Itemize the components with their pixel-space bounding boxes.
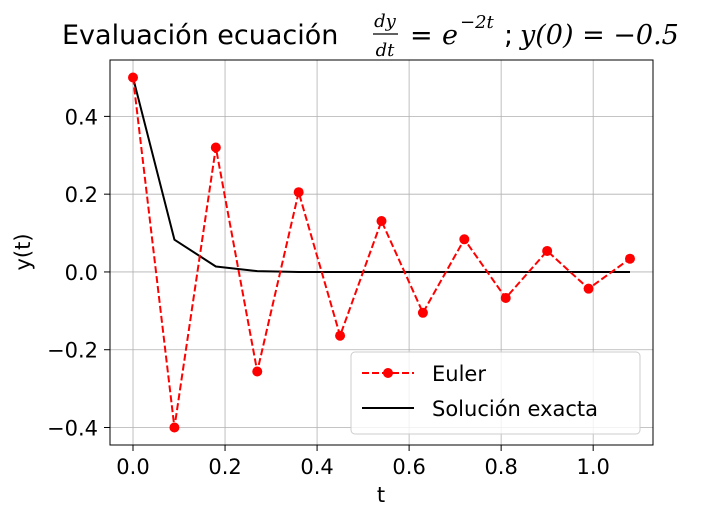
title-fraction-denominator: dt xyxy=(376,40,396,61)
y-axis-label: y(t) xyxy=(11,233,35,270)
data-point-euler xyxy=(376,216,387,226)
y-tick-label: 0.2 xyxy=(65,183,98,207)
title-exponent: −2t xyxy=(460,12,495,33)
x-tick-label: 0.0 xyxy=(116,455,149,479)
data-point-euler xyxy=(542,245,553,256)
data-point-euler xyxy=(210,142,221,153)
data-point-euler xyxy=(417,307,428,318)
legend-euler-label: Euler xyxy=(432,362,486,386)
x-tick-label: 1.0 xyxy=(576,455,609,479)
data-point-euler xyxy=(624,253,635,264)
y-tick-label: 0.0 xyxy=(65,261,98,285)
legend: Euler Solución exacta xyxy=(350,351,641,435)
y-tick-label: −0.4 xyxy=(47,417,98,441)
title-equals-sign: = xyxy=(410,20,433,51)
title-condition: y(0) = −0.5 xyxy=(519,20,679,51)
plot-frame xyxy=(109,59,654,446)
data-point-euler xyxy=(500,293,511,303)
chart-title-prefix: Evaluación ecuación xyxy=(62,20,338,51)
x-axis-label: t xyxy=(377,483,385,507)
y-tick-label: 0.4 xyxy=(65,105,98,129)
title-fraction-numerator: dy xyxy=(374,11,397,32)
data-point-euler xyxy=(459,234,470,245)
y-tick-label: −0.2 xyxy=(47,339,98,363)
x-tick-label: 0.8 xyxy=(484,455,517,479)
legend-box xyxy=(350,351,641,435)
data-point-euler xyxy=(169,422,180,433)
x-tick-label: 0.2 xyxy=(208,455,241,479)
series-layer xyxy=(128,72,635,433)
data-point-euler xyxy=(583,283,594,294)
x-tick-label: 0.4 xyxy=(300,455,333,479)
axis-ticks: 0.0 0.2 0.4 0.6 0.8 1.0 −0.4 −0.2 0.0 0.2 0.4 xyxy=(47,105,610,479)
title-exp-base: e xyxy=(442,20,458,51)
title-separator: ; xyxy=(504,20,513,51)
data-point-euler xyxy=(252,366,263,377)
data-point-euler xyxy=(335,330,346,341)
data-point-euler xyxy=(128,72,139,83)
series-line-exact xyxy=(132,77,630,273)
data-point-euler xyxy=(293,187,304,198)
legend-euler-marker xyxy=(383,368,393,378)
legend-exact-label: Solución exacta xyxy=(432,397,598,421)
x-tick-label: 0.6 xyxy=(392,455,425,479)
chart-title: Evaluación ecuación dy dt = e −2t ; y(0)… xyxy=(62,11,679,61)
